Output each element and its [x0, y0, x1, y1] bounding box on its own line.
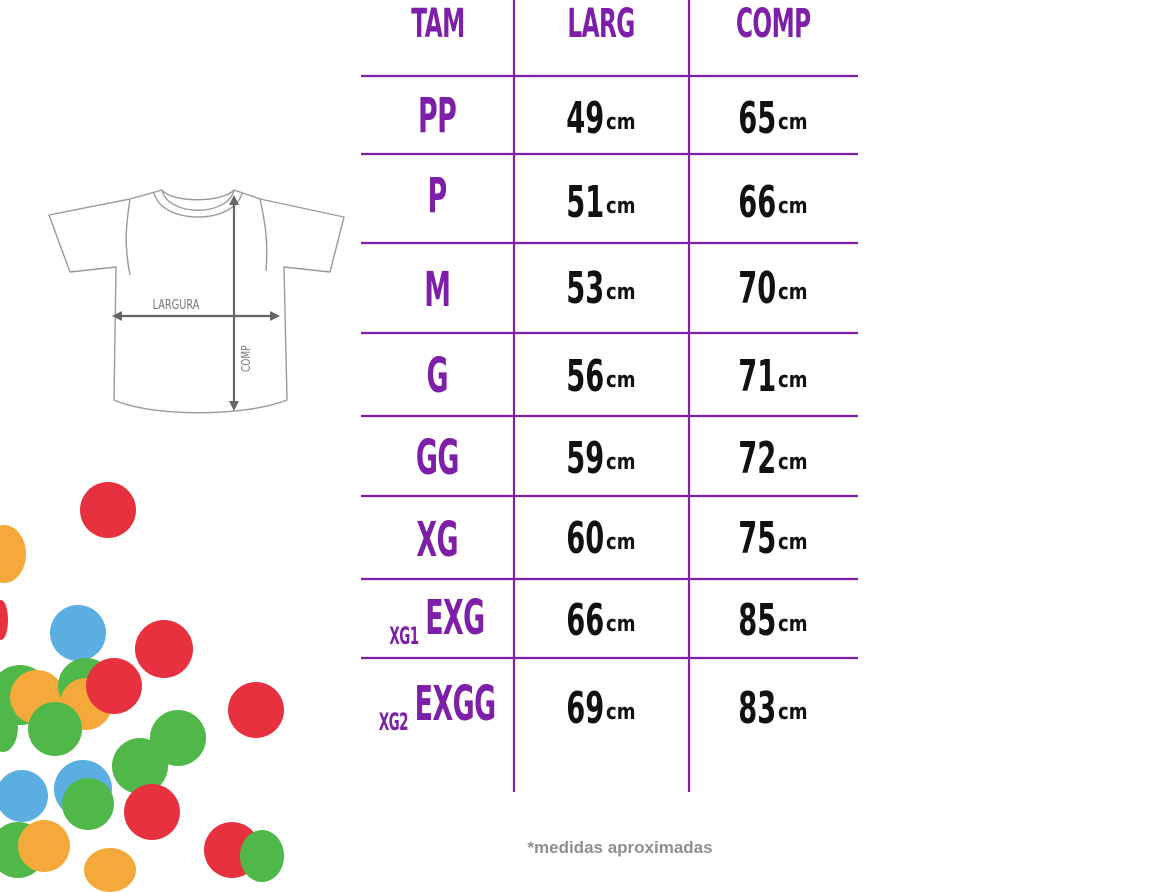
- width-value: 53: [566, 262, 605, 314]
- size-label: PP: [418, 88, 457, 144]
- length-value: 71: [738, 350, 777, 402]
- unit-label: cm: [606, 449, 636, 475]
- unit-label: cm: [606, 611, 636, 637]
- header-size-cell: TAM: [361, 0, 514, 48]
- unit-label: cm: [778, 367, 808, 393]
- size-label: GG: [415, 430, 460, 486]
- length-cell: 70 cm: [689, 256, 858, 320]
- width-value: 69: [566, 682, 605, 734]
- width-cell: 66 cm: [514, 588, 689, 652]
- unit-label: cm: [778, 449, 808, 475]
- confetti-decoration: [0, 470, 300, 892]
- length-cell: 66 cm: [689, 170, 858, 234]
- size-label: M: [424, 262, 451, 318]
- footnote: *medidas aproximadas: [527, 838, 713, 857]
- size-cell: XG: [361, 508, 514, 572]
- width-value: 56: [566, 350, 605, 402]
- size-cell: GG: [361, 426, 514, 490]
- header-width: LARG: [567, 1, 636, 47]
- unit-label: cm: [778, 529, 808, 555]
- unit-label: cm: [778, 699, 808, 725]
- header-size: TAM: [410, 1, 465, 47]
- unit-label: cm: [606, 367, 636, 393]
- width-cell: 56 cm: [514, 344, 689, 408]
- length-cell: 72 cm: [689, 426, 858, 490]
- length-value: 83: [738, 682, 777, 734]
- tshirt-measure-diagram: LARGURA COMP: [48, 189, 345, 414]
- unit-label: cm: [606, 699, 636, 725]
- size-cell: XG1 EXG: [361, 586, 514, 650]
- length-value: 65: [738, 92, 777, 144]
- header-length-cell: COMP: [689, 0, 858, 48]
- header-length: COMP: [736, 1, 811, 47]
- size-label: P: [427, 168, 448, 224]
- length-label: COMP: [240, 345, 254, 372]
- size-alt-label: XG1: [389, 622, 420, 650]
- width-value: 60: [566, 512, 605, 564]
- unit-label: cm: [606, 193, 636, 219]
- length-value: 75: [738, 512, 777, 564]
- width-cell: 53 cm: [514, 256, 689, 320]
- length-value: 85: [738, 594, 777, 646]
- size-cell: XG2 EXGG: [355, 672, 520, 736]
- length-cell: 85 cm: [689, 588, 858, 652]
- size-label: G: [426, 348, 449, 404]
- size-cell: PP: [361, 84, 514, 148]
- width-cell: 69 cm: [514, 676, 689, 740]
- unit-label: cm: [778, 193, 808, 219]
- width-value: 59: [566, 432, 605, 484]
- size-alt-label: XG2: [379, 708, 409, 736]
- size-label: XG: [416, 512, 459, 568]
- size-cell: M: [361, 258, 514, 322]
- size-label: EXGG: [414, 676, 497, 732]
- size-label: EXG: [425, 590, 486, 646]
- width-value: 49: [566, 92, 605, 144]
- unit-label: cm: [778, 109, 808, 135]
- width-label: LARGURA: [153, 297, 200, 313]
- size-cell: G: [361, 344, 514, 408]
- header-row: TAM LARG COMP: [361, 0, 858, 48]
- width-cell: 59 cm: [514, 426, 689, 490]
- length-cell: 75 cm: [689, 506, 858, 570]
- unit-label: cm: [606, 529, 636, 555]
- unit-label: cm: [606, 279, 636, 305]
- width-cell: 51 cm: [514, 170, 689, 234]
- width-cell: 60 cm: [514, 506, 689, 570]
- length-cell: 65 cm: [689, 86, 858, 150]
- length-cell: 83 cm: [689, 676, 858, 740]
- unit-label: cm: [606, 109, 636, 135]
- unit-label: cm: [778, 279, 808, 305]
- width-value: 51: [566, 176, 605, 228]
- width-cell: 49 cm: [514, 86, 689, 150]
- length-cell: 71 cm: [689, 344, 858, 408]
- header-width-cell: LARG: [514, 0, 689, 48]
- size-cell: P: [361, 164, 514, 228]
- width-value: 66: [566, 594, 605, 646]
- unit-label: cm: [778, 611, 808, 637]
- length-value: 72: [738, 432, 777, 484]
- length-value: 66: [738, 176, 777, 228]
- length-value: 70: [738, 262, 777, 314]
